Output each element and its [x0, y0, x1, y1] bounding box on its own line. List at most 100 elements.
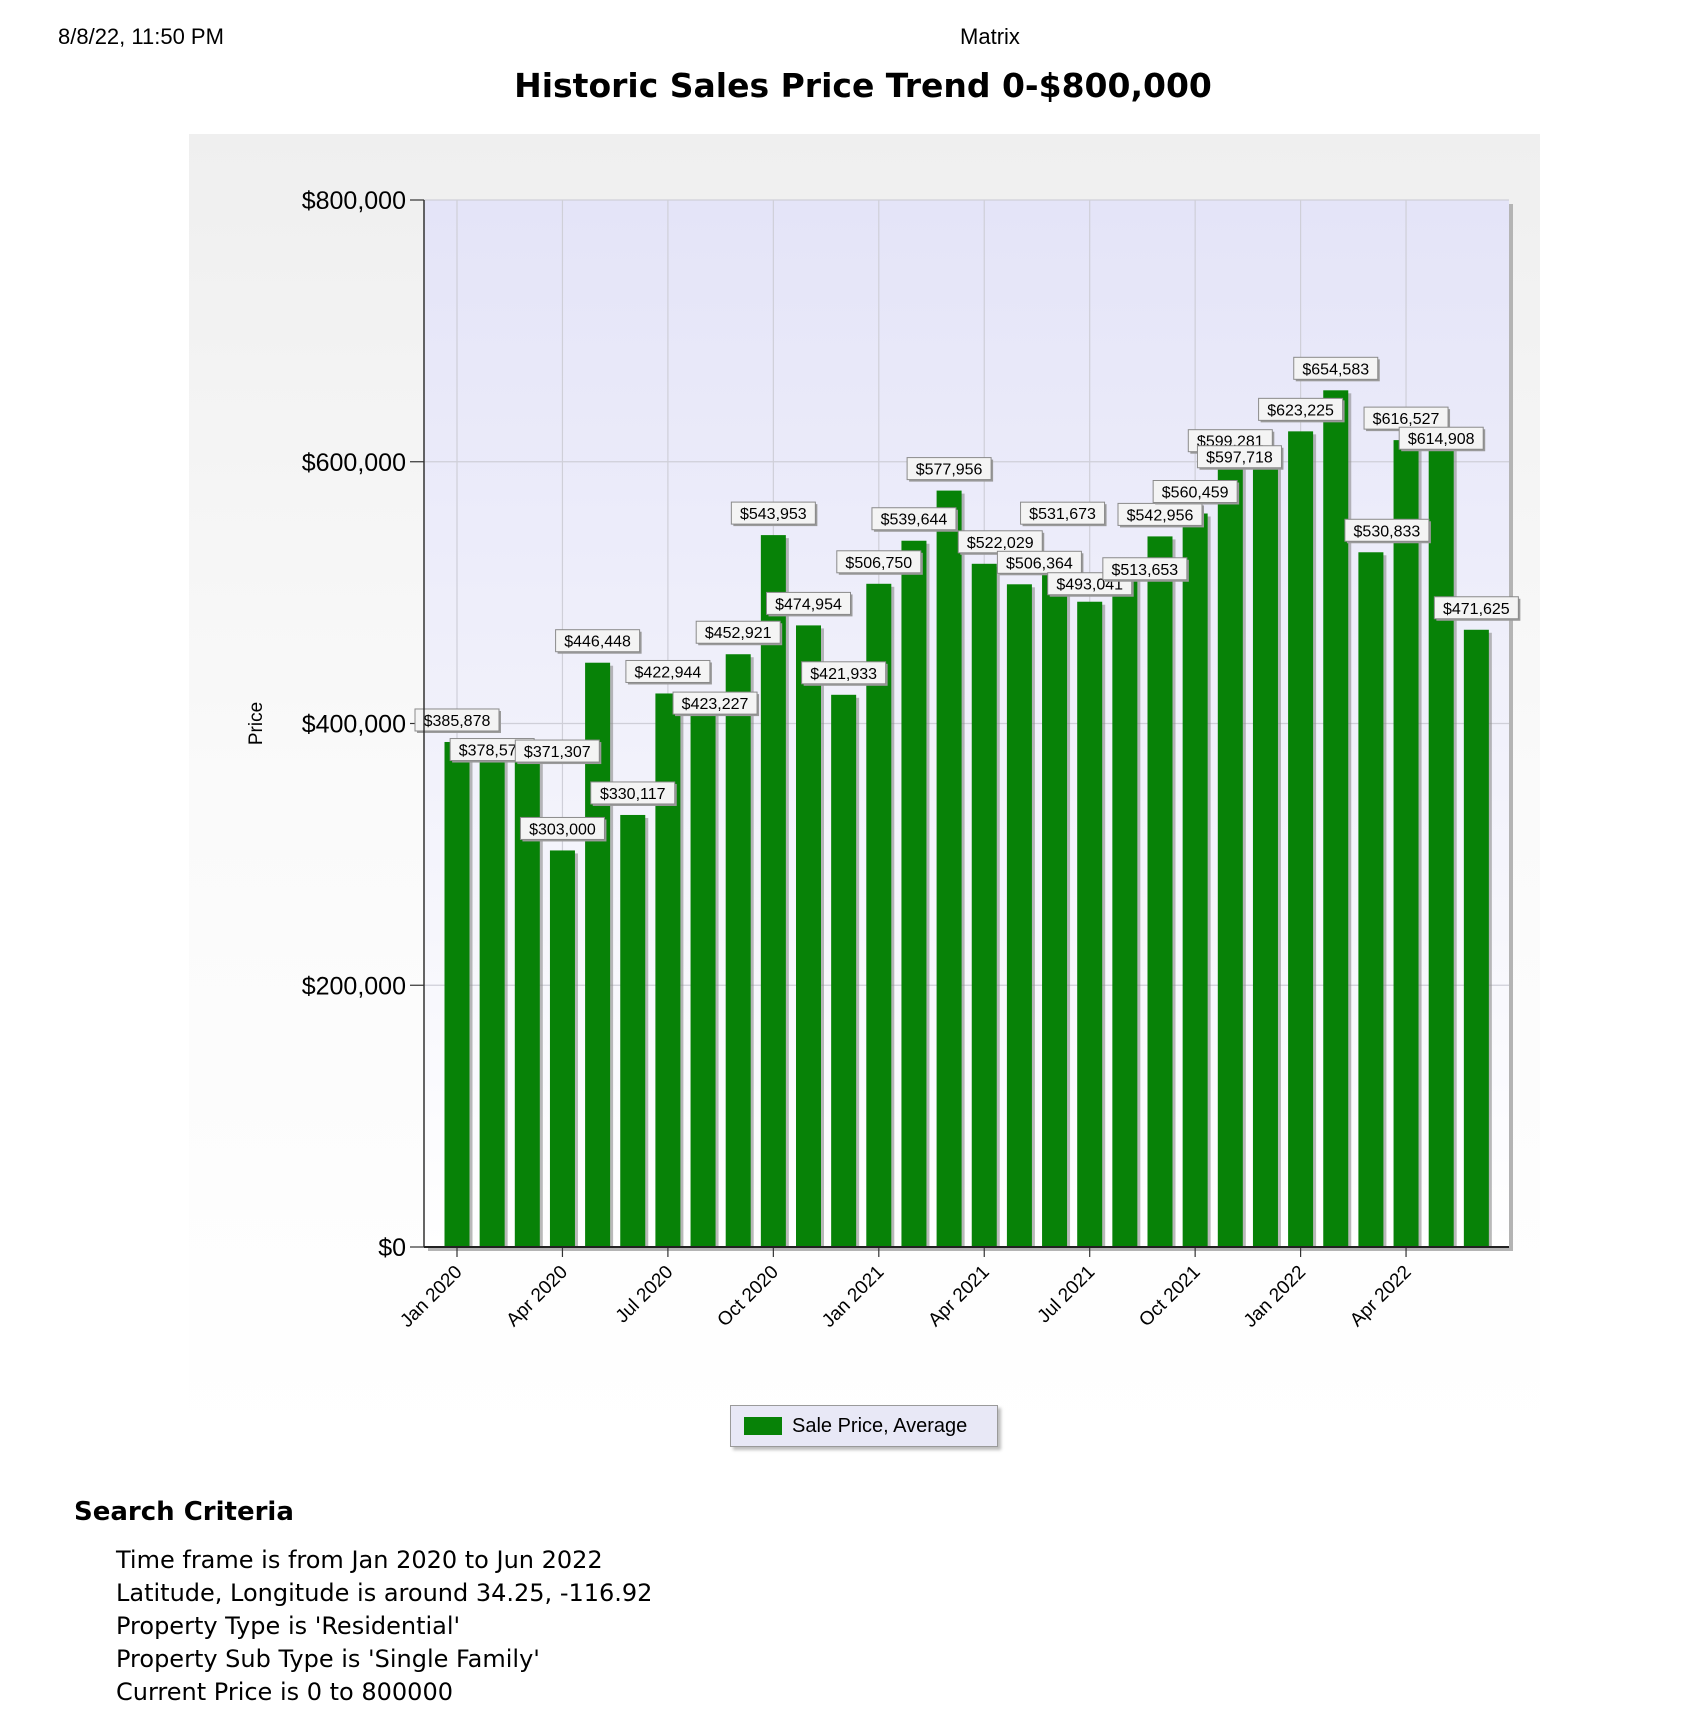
bar — [1463, 629, 1489, 1247]
data-label-box — [672, 691, 758, 715]
data-label-box — [1398, 426, 1484, 450]
criteria-item: Property Sub Type is 'Single Family' — [116, 1645, 540, 1673]
data-label-box — [414, 708, 500, 732]
data-label: $654,583 — [1302, 361, 1369, 378]
data-label-box — [1196, 445, 1282, 469]
legend-label: Sale Price, Average — [792, 1414, 968, 1437]
data-label: $303,000 — [529, 821, 596, 838]
y-tick-label: $600,000 — [302, 449, 406, 477]
data-label: $452,921 — [705, 625, 772, 642]
data-label: $385,878 — [424, 713, 491, 730]
bar — [1182, 513, 1208, 1247]
data-label: $543,953 — [740, 506, 807, 523]
data-label-box — [1344, 518, 1430, 542]
data-label: $539,644 — [881, 512, 948, 529]
bar — [1006, 584, 1032, 1247]
data-label: $623,225 — [1267, 402, 1334, 419]
y-tick-label: $800,000 — [302, 187, 406, 215]
data-label: $530,833 — [1354, 523, 1421, 540]
data-label-box — [555, 629, 641, 653]
data-label: $542,956 — [1127, 507, 1194, 524]
bar — [831, 694, 857, 1247]
data-label: $522,029 — [967, 535, 1034, 552]
data-label: $378,571 — [459, 743, 526, 760]
bar — [655, 693, 681, 1247]
bar — [1323, 390, 1349, 1248]
data-label-box — [730, 501, 816, 525]
data-label: $614,908 — [1408, 431, 1475, 448]
search-criteria-title: Search Criteria — [74, 1497, 294, 1527]
bar — [549, 850, 575, 1247]
bar — [514, 761, 540, 1247]
data-label-box — [996, 550, 1082, 574]
bar — [1358, 552, 1384, 1247]
x-tick-label: Oct 2020 — [714, 1262, 783, 1331]
data-label: $330,117 — [600, 786, 666, 803]
data-label-box — [1020, 501, 1106, 525]
bar — [620, 814, 646, 1247]
data-label: $513,653 — [1111, 562, 1178, 579]
bar — [1042, 551, 1068, 1247]
bar — [1112, 574, 1138, 1247]
bar — [971, 563, 997, 1247]
x-tick-label: Apr 2022 — [1346, 1262, 1415, 1331]
data-label-box — [1258, 397, 1344, 421]
y-tick-label: $200,000 — [302, 972, 406, 1000]
x-tick-label: Jul 2021 — [1034, 1262, 1100, 1328]
x-tick-label: Jan 2022 — [1240, 1262, 1310, 1332]
bar — [444, 741, 470, 1247]
x-tick-label: Apr 2021 — [924, 1262, 993, 1331]
data-label: $616,527 — [1373, 411, 1440, 428]
data-label: $506,750 — [845, 555, 912, 572]
data-label: $560,459 — [1162, 484, 1229, 501]
bar — [1217, 462, 1243, 1247]
data-label: $371,307 — [524, 744, 591, 761]
data-label-box — [1293, 356, 1379, 380]
data-label-box — [590, 781, 676, 805]
bar — [1428, 442, 1454, 1248]
legend-swatch — [744, 1417, 782, 1435]
data-label-box — [766, 591, 851, 615]
data-label-box — [519, 816, 605, 840]
data-label-box — [1102, 557, 1188, 581]
bar — [796, 625, 821, 1247]
x-tick-label: Oct 2021 — [1135, 1262, 1204, 1331]
data-label-box — [906, 457, 992, 481]
bar — [1288, 431, 1314, 1248]
x-tick-label: Jan 2020 — [396, 1262, 466, 1332]
data-label: $422,944 — [635, 664, 702, 681]
bar — [901, 540, 927, 1247]
page-title: Historic Sales Price Trend 0-$800,000 — [514, 66, 1212, 105]
bar — [1252, 464, 1278, 1247]
x-tick-label: Apr 2020 — [503, 1262, 572, 1331]
criteria-item: Current Price is 0 to 800000 — [116, 1678, 453, 1706]
chart-legend: Sale Price, Average — [730, 1405, 998, 1447]
bar — [1393, 440, 1419, 1247]
bar — [690, 693, 716, 1247]
data-label: $474,954 — [775, 596, 842, 613]
criteria-item: Time frame is from Jan 2020 to Jun 2022 — [116, 1546, 603, 1574]
criteria-item: Property Type is 'Residential' — [116, 1612, 461, 1640]
data-label: $421,933 — [810, 666, 877, 683]
data-label: $446,448 — [564, 634, 631, 651]
data-label: $506,364 — [1006, 555, 1073, 572]
bar-chart: $0 $200,000 $400,000 $600,000 $800,000 Jan 20… — [246, 187, 1521, 1332]
data-label-box — [695, 620, 781, 644]
search-criteria-list: Time frame is from Jan 2020 to Jun 2022 … — [116, 1544, 652, 1709]
data-label: $423,227 — [682, 696, 749, 713]
y-tick-label: $0 — [378, 1234, 406, 1262]
bar — [479, 751, 505, 1247]
data-label: $531,673 — [1029, 506, 1096, 523]
bar — [725, 654, 751, 1247]
bar — [1077, 601, 1103, 1247]
bar — [1147, 536, 1173, 1247]
data-label: $577,956 — [916, 462, 983, 479]
data-label-box — [801, 661, 887, 685]
bar — [936, 490, 962, 1247]
data-label: $597,718 — [1206, 450, 1273, 467]
bar — [760, 535, 786, 1247]
data-label-box — [1152, 479, 1238, 503]
x-tick-label: Jan 2021 — [818, 1262, 888, 1332]
bar — [866, 583, 892, 1247]
criteria-item: Latitude, Longitude is around 34.25, -11… — [116, 1579, 653, 1607]
